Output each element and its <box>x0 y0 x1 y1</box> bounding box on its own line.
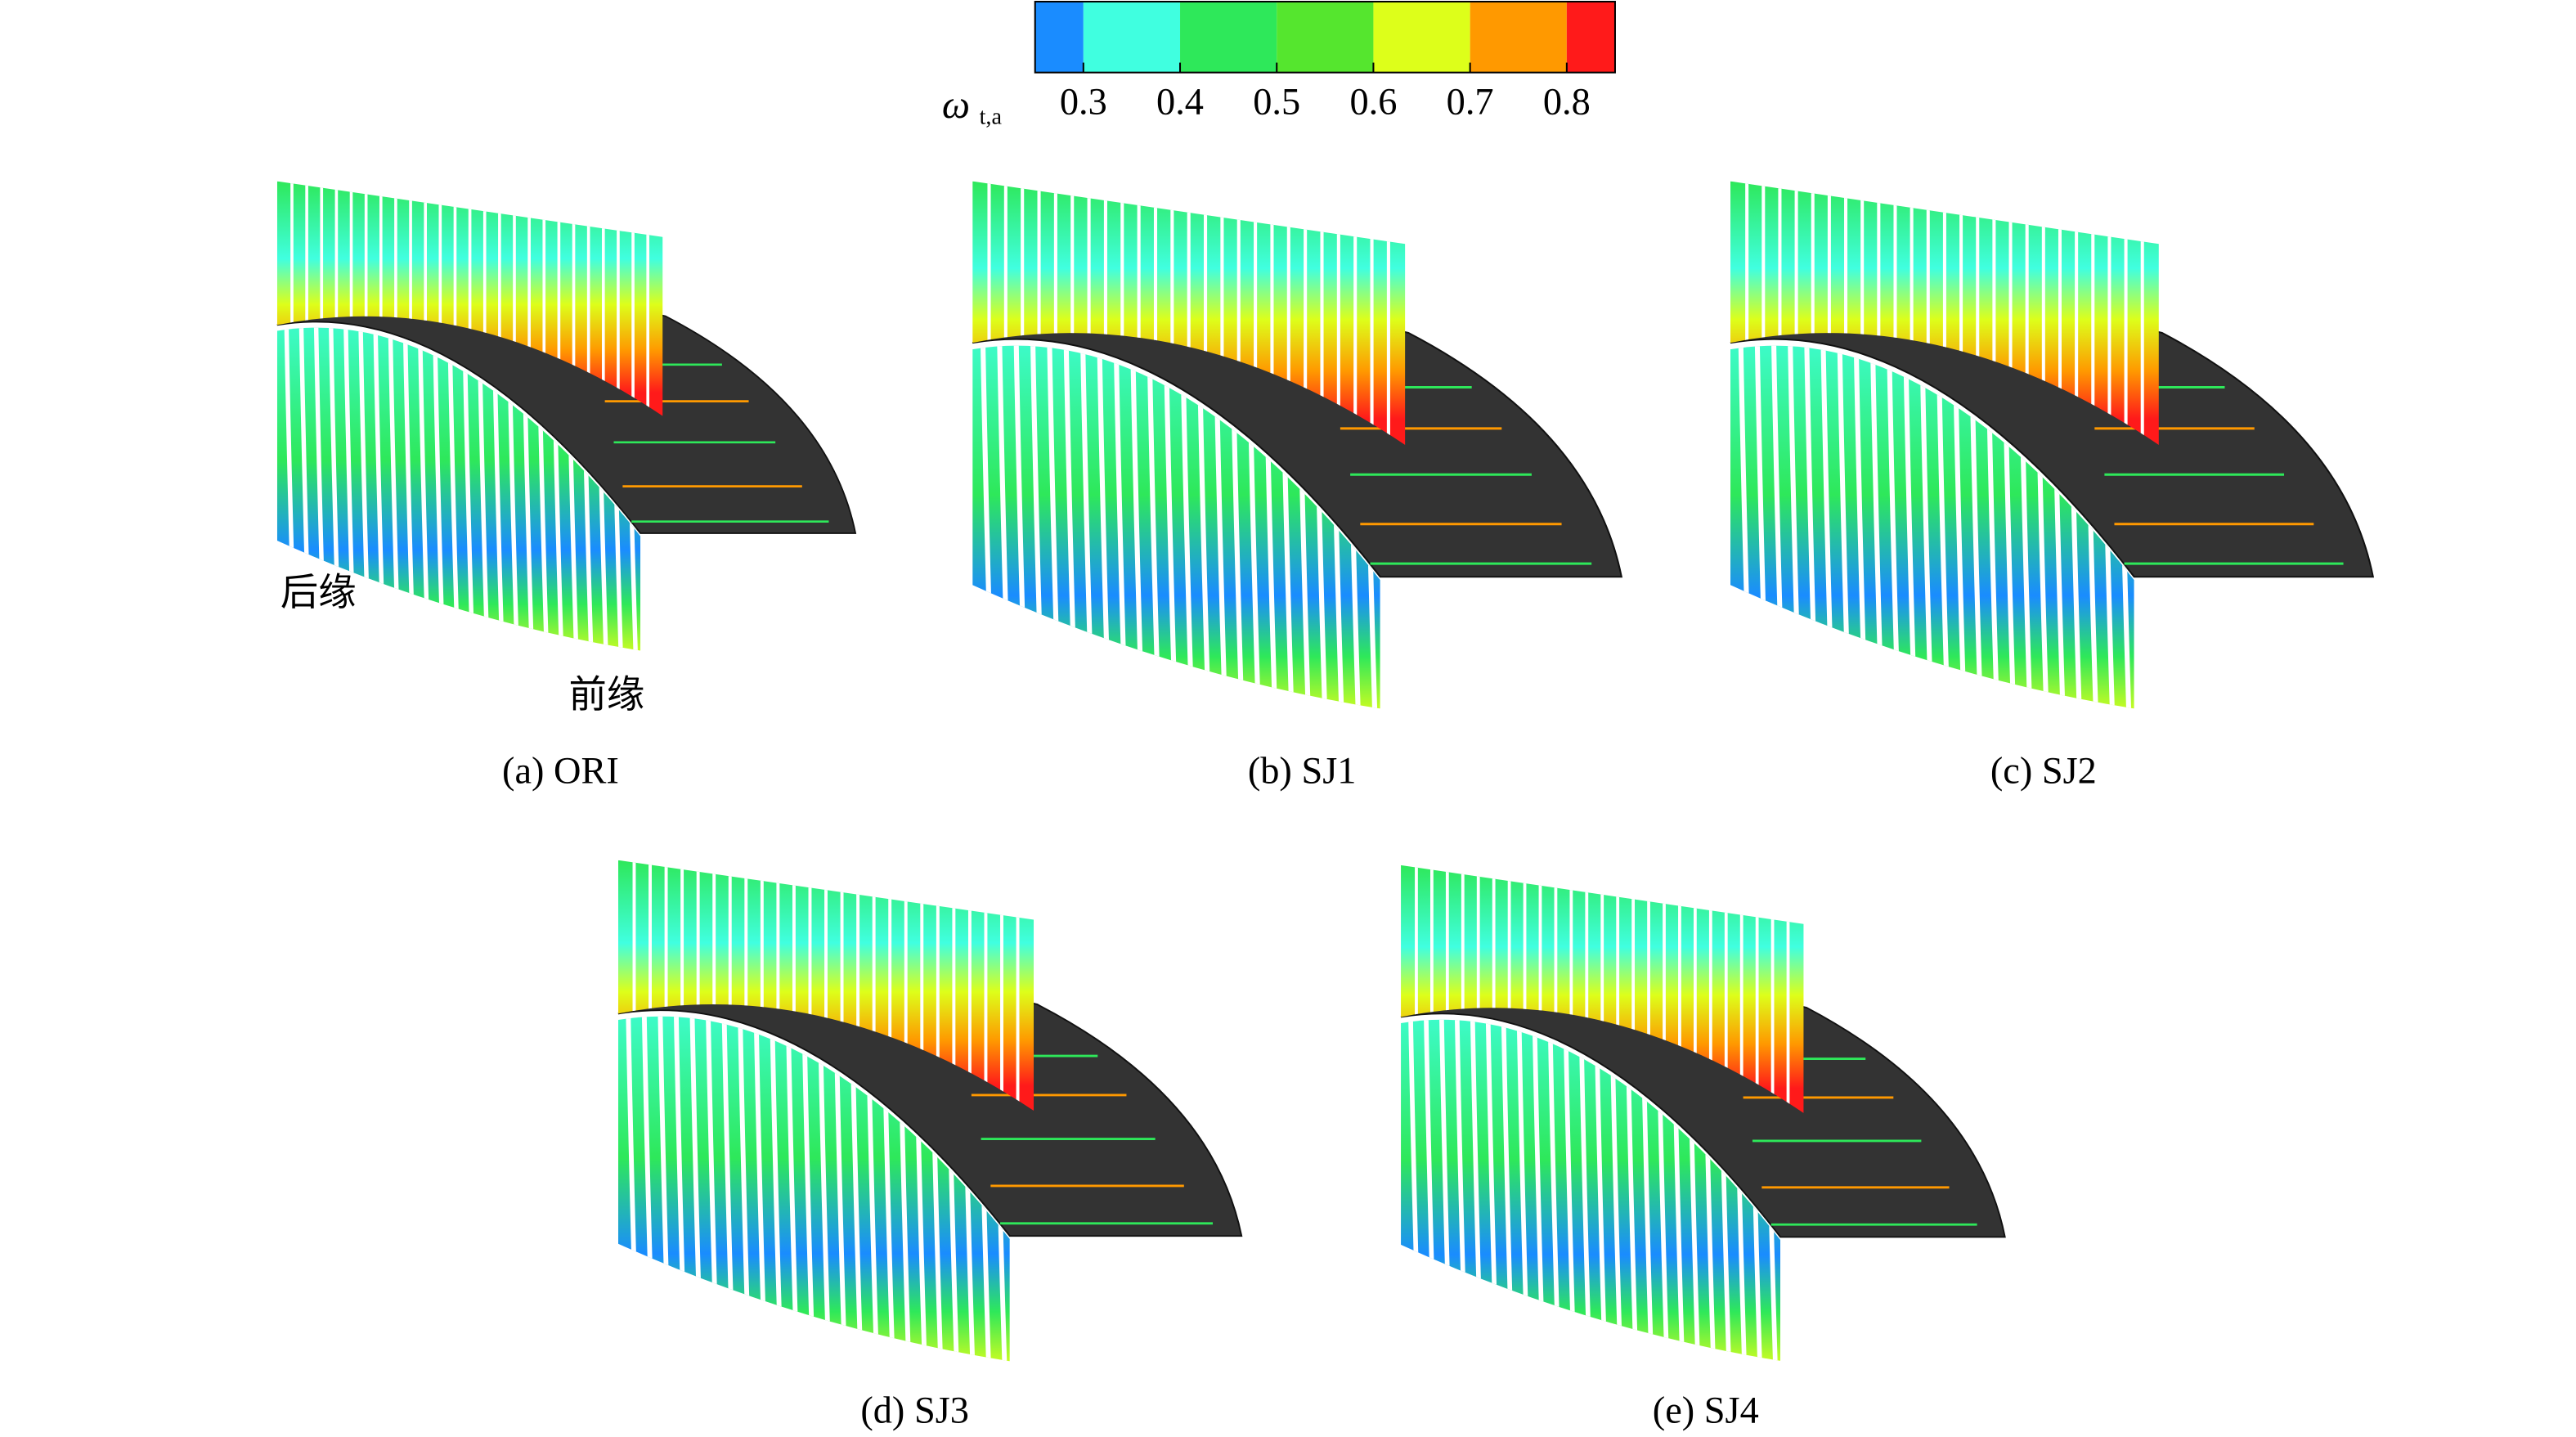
contour-panel: (c) SJ2 <box>1730 181 2375 793</box>
colorbar-segment <box>1083 2 1181 73</box>
contour-panel: (e) SJ4 <box>1400 864 2006 1431</box>
colorbar-segment <box>1566 2 1615 73</box>
panel-caption: (d) SJ3 <box>860 1390 969 1431</box>
colorbar-tick-label: 0.8 <box>1543 82 1591 123</box>
panel-caption: (a) ORI <box>502 751 619 793</box>
colorbar-tick-label: 0.7 <box>1447 82 1494 123</box>
contour-panel: (b) SJ1 <box>972 181 1623 793</box>
colorbar-segment <box>1470 2 1567 73</box>
panel-caption: (c) SJ2 <box>1990 751 2097 793</box>
contour-panel: (d) SJ3 <box>617 860 1243 1431</box>
colorbar-tick-label: 0.3 <box>1060 82 1107 123</box>
colorbar-segment <box>1034 2 1084 73</box>
colorbar-frame <box>1034 1 1616 74</box>
panel-caption: (b) SJ1 <box>1248 751 1357 793</box>
annotation: 前缘 <box>569 672 645 716</box>
colorbar-segment <box>1277 2 1374 73</box>
colorbar-tick-label: 0.4 <box>1156 82 1204 123</box>
colorbar-tick-label: 0.6 <box>1349 82 1397 123</box>
colorbar: 0.3 0.4 0.5 0.6 0.7 0.8 <box>1034 1 1616 123</box>
colorbar-tick-label: 0.5 <box>1253 82 1300 123</box>
colorbar-segment <box>1180 2 1277 73</box>
colorbar-symbol: ω <box>942 83 970 127</box>
contour-panel: (a) ORI <box>276 181 857 793</box>
colorbar-subscript: t,a <box>980 105 1003 130</box>
panel-caption: (e) SJ4 <box>1653 1390 1759 1431</box>
colorbar-segment <box>1373 2 1470 73</box>
panels: (a) ORI (b) SJ1 (c) SJ2 (d) SJ3 (e) SJ4 <box>276 181 2375 1431</box>
annotation: 后缘 <box>280 570 357 614</box>
